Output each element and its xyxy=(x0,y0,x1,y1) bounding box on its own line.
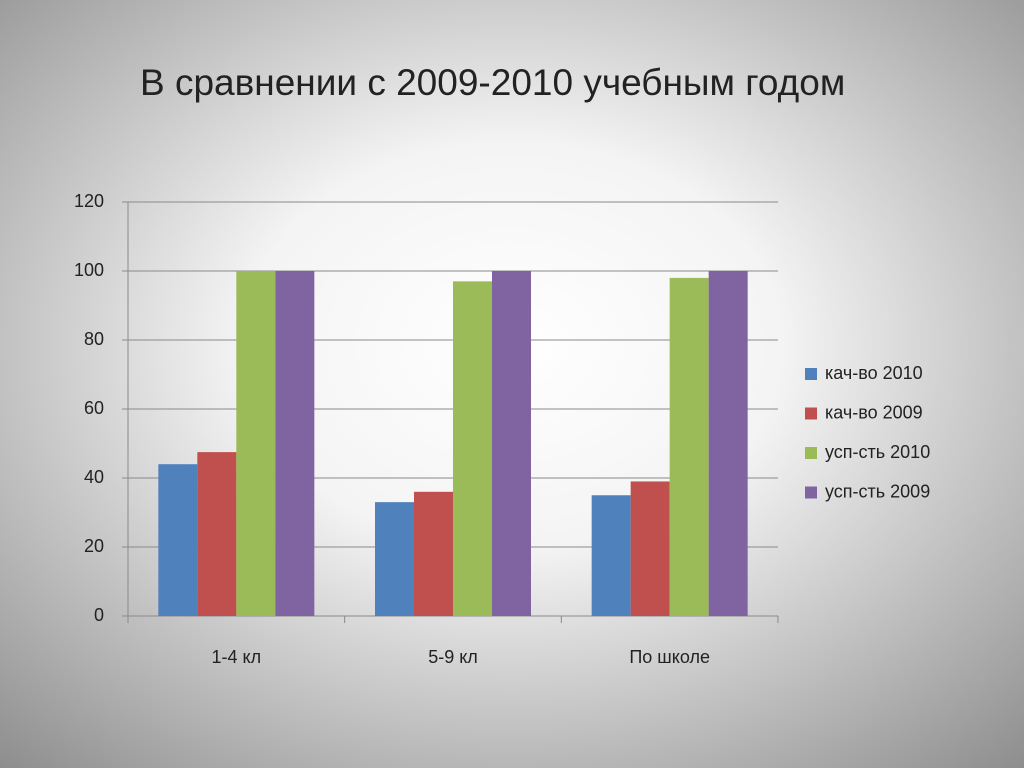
bar xyxy=(591,495,631,616)
bar xyxy=(236,271,276,616)
bar xyxy=(375,502,414,616)
legend-label: кач-во 2010 xyxy=(825,363,923,383)
bar xyxy=(275,271,315,616)
bar xyxy=(453,281,492,616)
chart-title: В сравнении с 2009-2010 учебным годом xyxy=(140,62,845,103)
legend-label: усп-сть 2009 xyxy=(825,481,930,501)
y-tick-label: 80 xyxy=(84,329,104,349)
x-tick-label: По школе xyxy=(629,647,710,667)
legend-swatch xyxy=(805,447,817,459)
y-tick-label: 20 xyxy=(84,536,104,556)
y-tick-label: 0 xyxy=(94,605,104,625)
bar xyxy=(669,277,709,616)
bar xyxy=(492,271,531,616)
bar xyxy=(414,491,453,616)
y-tick-label: 60 xyxy=(84,398,104,418)
legend-swatch xyxy=(805,368,817,380)
y-tick-label: 40 xyxy=(84,467,104,487)
bar xyxy=(708,271,748,616)
bar xyxy=(158,464,198,616)
legend-swatch xyxy=(805,407,817,420)
x-tick-label: 5-9 кл xyxy=(428,647,478,667)
legend-label: усп-сть 2010 xyxy=(825,442,930,462)
y-tick-label: 120 xyxy=(74,191,104,211)
legend-swatch xyxy=(805,486,817,499)
y-tick-label: 100 xyxy=(74,260,104,280)
bar xyxy=(630,481,670,616)
bar xyxy=(197,452,237,616)
legend-label: кач-во 2009 xyxy=(825,402,923,422)
x-tick-label: 1-4 кл xyxy=(212,647,262,667)
